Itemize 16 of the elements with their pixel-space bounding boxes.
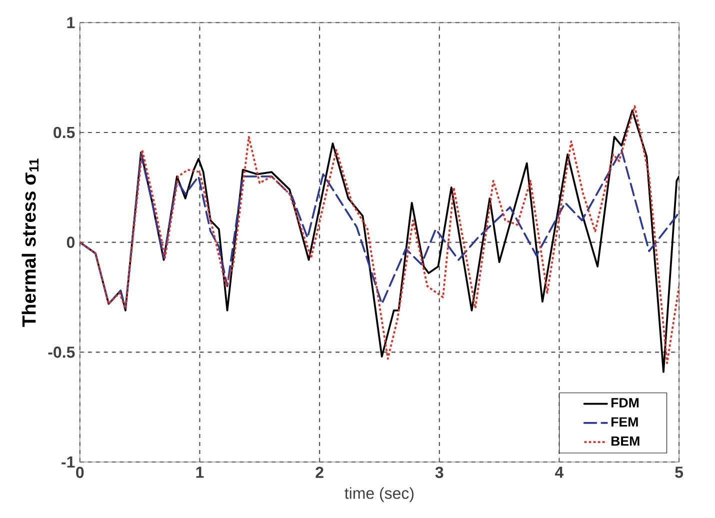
y-tick-label: 0 [66, 236, 75, 248]
x-axis-title: time (sec) [344, 487, 414, 502]
y-axis-title: Thermal stress σ$_{11}$ [22, 158, 39, 327]
legend-label: FEM [611, 417, 638, 427]
y-tick-label: -1 [62, 456, 75, 468]
y-tick-label: -0.5 [48, 346, 75, 358]
legend-label: FDM [611, 398, 639, 408]
y-tick-label: 1 [67, 17, 75, 28]
x-tick-label: 3 [435, 466, 444, 478]
x-tick-label: 5 [675, 466, 684, 478]
legend-label: BEM [611, 436, 640, 446]
x-tick-label: 2 [316, 466, 324, 478]
x-tick-label: 1 [196, 466, 204, 478]
y-tick-label: 0.5 [54, 126, 75, 138]
x-tick-label: 4 [555, 466, 564, 478]
x-tick-label: 0 [76, 466, 84, 478]
